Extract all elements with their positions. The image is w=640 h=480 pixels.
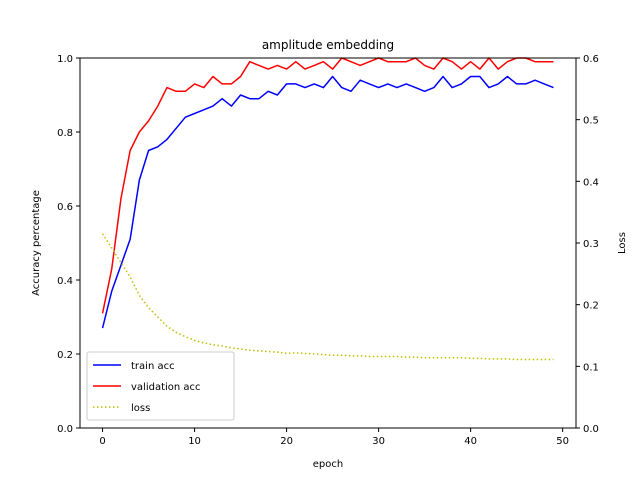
y-axis: 0.0 0.2 0.4 0.6 0.8 1.0 [57,54,80,435]
legend-label: train acc [131,361,175,372]
y2-axis: 0.0 0.1 0.2 0.3 0.4 0.5 0.6 [576,54,599,435]
y2-tick-label: 0.1 [583,362,599,373]
y2-tick-label: 0.4 [583,177,599,188]
y2-tick-label: 0.2 [583,301,599,312]
y-tick-label: 1.0 [57,54,73,65]
y-tick-label: 0.4 [57,276,73,287]
y-tick-label: 0.0 [57,424,73,435]
x-tick-label: 50 [556,436,569,447]
legend: train acc validation acc loss [86,351,235,421]
x-axis-label: epoch [313,459,343,470]
x-axis: 0 10 20 30 40 50 [99,428,569,447]
y-tick-label: 0.2 [57,350,73,361]
y2-tick-label: 0.3 [583,239,599,250]
series-line-validation-acc [101,57,554,314]
series-line-train-acc [101,75,554,329]
x-tick-label: 10 [188,436,201,447]
y-tick-label: 0.6 [57,202,73,213]
chart-title: amplitude embedding [262,38,394,52]
x-tick-label: 30 [372,436,385,447]
y2-axis-label: Loss [617,232,628,254]
y2-tick-label: 0.6 [583,54,599,65]
series-layer [101,57,554,361]
y2-tick-label: 0.0 [583,424,599,435]
y2-tick-label: 0.5 [583,116,599,127]
x-tick-label: 20 [280,436,293,447]
legend-label: validation acc [131,382,201,393]
x-tick-label: 0 [99,436,105,447]
y-tick-label: 0.8 [57,128,73,139]
legend-box [86,351,235,421]
legend-label: loss [131,403,150,414]
x-tick-label: 40 [464,436,477,447]
plot-frame [79,57,577,429]
y-axis-label: Accuracy percentage [31,190,42,296]
